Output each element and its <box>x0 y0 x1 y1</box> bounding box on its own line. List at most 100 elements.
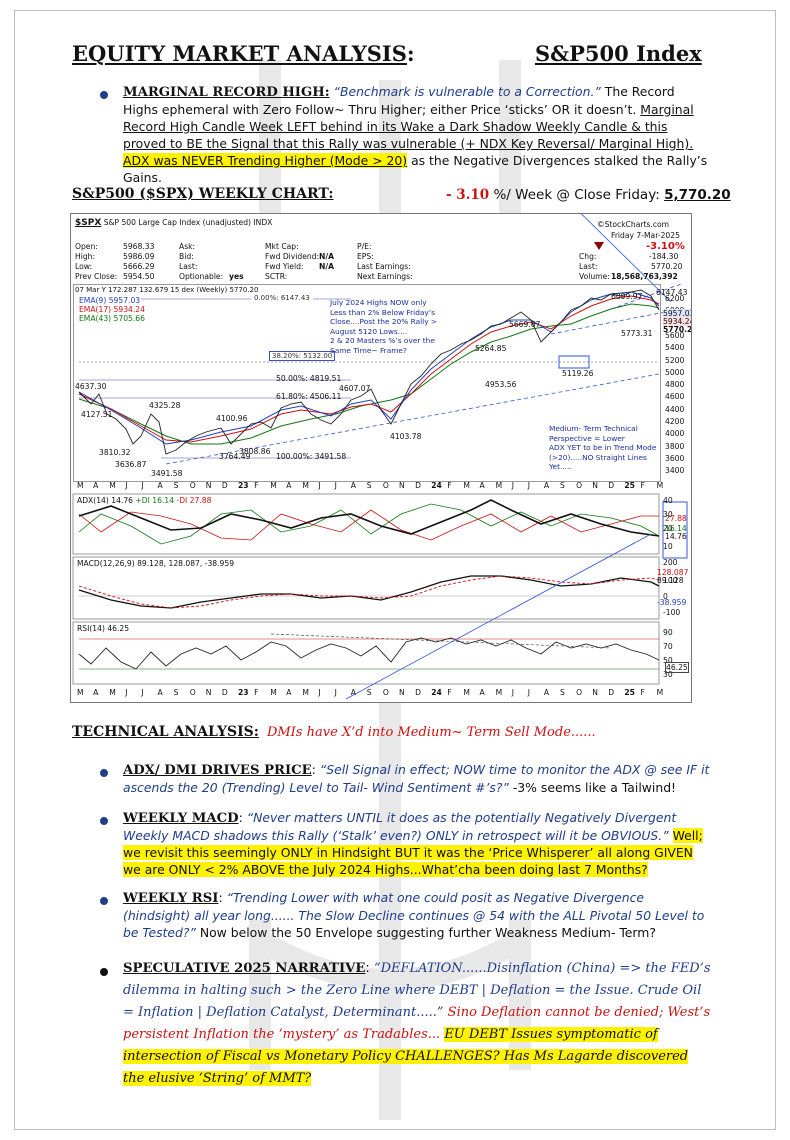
price-axis-tick: 5000 <box>665 367 685 377</box>
macd-panel <box>72 556 660 620</box>
marginal-title: MARGINAL RECORD HIGH: <box>123 85 330 100</box>
eps-label: EPS: <box>357 252 374 261</box>
price-axis-tick: 4200 <box>665 417 685 426</box>
mdi-line <box>78 509 659 541</box>
chart-symbol: $SPX <box>75 218 102 228</box>
label-4607: 4607.07 <box>339 384 371 393</box>
annotation-line: Less than 2% Below Friday’s <box>330 307 435 317</box>
annotation-line: 2 & 20 Masters %’s over the <box>330 336 435 345</box>
weekly-chart-title: S&P500 ($SPX) WEEKLY CHART: <box>72 186 334 202</box>
speculative-paragraph: SPECULATIVE 2025 NARRATIVE: “DEFLATION..… <box>123 958 713 1090</box>
label-3636: 3636.87 <box>115 460 147 469</box>
mkt-cap-label: Mkt Cap: <box>265 242 299 251</box>
annotation-july-highs: July 2024 Highs NOW only Less than 2% Be… <box>330 298 437 355</box>
time-axis-tick: J <box>527 688 531 697</box>
macd-title: WEEKLY MACD <box>123 811 239 826</box>
adx-quote: “Sell Signal in effect; NOW time to moni… <box>123 762 710 795</box>
adx-label: ADX(14) 14.76 <box>77 496 133 505</box>
last2-value: 5770.20 <box>651 262 683 271</box>
weekly-close-line: - 3.10 %/ Week @ Close Friday: 5,770.20 <box>446 187 731 203</box>
time-axis-tick: N <box>592 688 598 697</box>
trendline-channel <box>550 308 682 335</box>
time-axis-tick: M <box>656 688 664 697</box>
time-axis-tick: J <box>334 688 337 697</box>
adx-colon: : <box>311 762 316 777</box>
macd-axis-200: 200 <box>663 558 678 567</box>
fib618-label: 61.80%: 4506.11 <box>276 392 342 401</box>
bid-label: Bid: <box>179 252 194 261</box>
adx-tag-mdi: 27.88 <box>665 514 687 523</box>
time-axis-tick: M <box>77 481 84 490</box>
time-axis-tick: J <box>125 481 128 490</box>
time-axis-tick: O <box>189 688 196 697</box>
price-axis-tick: 4400 <box>665 404 685 414</box>
macd-line <box>78 575 660 609</box>
time-axis-tick: O <box>382 481 389 490</box>
time-axis-tick: J <box>511 688 514 697</box>
label-5264: 5264.85 <box>475 344 507 353</box>
time-axis-tick: N <box>592 481 598 490</box>
time-axis-tick: M <box>463 481 470 490</box>
price-axis-tick: 6200 <box>665 294 685 303</box>
last-earnings-label: Last Earnings: <box>357 262 411 271</box>
time-axis-tick: N <box>205 688 212 697</box>
label-6147: 6147.43 <box>656 288 688 297</box>
macd-colon: : <box>238 810 243 825</box>
time-axis-tick: D <box>221 688 228 697</box>
label-3491: 3491.58 <box>151 469 183 478</box>
rsi-quote: “Trending Lower with what one could posi… <box>123 890 705 940</box>
marginal-quote: “Benchmark is vulnerable to a Correction… <box>333 84 601 99</box>
price-axis-tick: 5400 <box>665 343 685 353</box>
high-label: High: <box>75 252 96 261</box>
time-axis-tick: M <box>495 481 503 490</box>
annotation-line: Same Time~ Frame? <box>330 345 407 355</box>
adx-panel <box>72 493 660 555</box>
fwd-yield-value: N/A <box>319 262 335 271</box>
annotation-line: July 2024 Highs NOW only <box>330 298 427 307</box>
time-axis-tick: N <box>399 481 405 490</box>
rsi-axis-70: 70 <box>663 642 673 651</box>
open-label: Open: <box>75 242 98 251</box>
macd-tag-macd: 89.128 <box>657 576 684 585</box>
marginal-text-4: ADX was NEVER Trending Higher (Mode > 20… <box>123 153 408 168</box>
time-axis-tick: 23 <box>238 688 249 697</box>
macd-tag-signal: 128.087 <box>657 568 689 577</box>
label-4325: 4325.28 <box>149 401 181 410</box>
adx-paragraph: ADX/ DMI DRIVES PRICE: “Sell Signal in e… <box>123 761 713 796</box>
pdi-line <box>78 503 660 545</box>
time-axis-tick: A <box>286 481 292 490</box>
ema17-legend: EMA(17) 5934.24 <box>79 305 145 314</box>
time-axis-tick: F <box>640 688 645 697</box>
time-axis-tick: S <box>560 688 565 697</box>
adx-line <box>78 499 660 537</box>
adx-tag-pdi: 16.14 <box>665 524 687 533</box>
chart-change-pct: -3.10% <box>646 241 685 252</box>
adx-axis-20: 20 <box>663 524 673 533</box>
rsi-paragraph: WEEKLY RSI: “Trending Lower with what on… <box>123 889 713 941</box>
fwd-dividend-value: N/A <box>319 252 335 261</box>
mdi-label: -DI 27.88 <box>176 496 212 505</box>
sctr-label: SCTR: <box>265 272 288 281</box>
time-axis-tick: O <box>576 481 583 490</box>
annotation-line: (>20).....NO Straight Lines <box>549 452 647 462</box>
time-axis-tick: O <box>189 481 196 490</box>
volume-value: 18,568,763,392 <box>611 272 678 281</box>
rsi-panel <box>72 621 660 685</box>
technical-analysis-heading: TECHNICAL ANALYSIS: DMIs have X’d into Me… <box>72 724 596 740</box>
adx-legend: ADX(14) 14.76 +DI 16.14 -DI 27.88 <box>77 496 211 505</box>
rsi-axis-50: 50 <box>663 656 673 665</box>
optionable-label: Optionable: <box>179 272 224 281</box>
technical-title: TECHNICAL ANALYSIS: <box>72 724 259 740</box>
price-tag-ema17: 5934.24 <box>663 317 691 326</box>
annotation-line: Close....Post the 20% Rally > <box>330 317 438 326</box>
rsi-title: WEEKLY RSI <box>123 891 219 906</box>
label-4127: 4127.51 <box>81 410 113 419</box>
weekly-text: %/ Week @ Close Friday: <box>489 187 665 203</box>
macd-axis-100: 100 <box>663 576 678 585</box>
page-title: EQUITY MARKET ANALYSIS: <box>72 41 415 66</box>
annotation-medium-term: Medium- Term Technical Perspective = Low… <box>549 424 656 472</box>
chg-value: -184.30 <box>649 252 679 261</box>
price-chart-svg <box>72 214 688 700</box>
down-arrow-icon <box>594 242 604 250</box>
price-axis-tick: 5200 <box>665 355 685 365</box>
